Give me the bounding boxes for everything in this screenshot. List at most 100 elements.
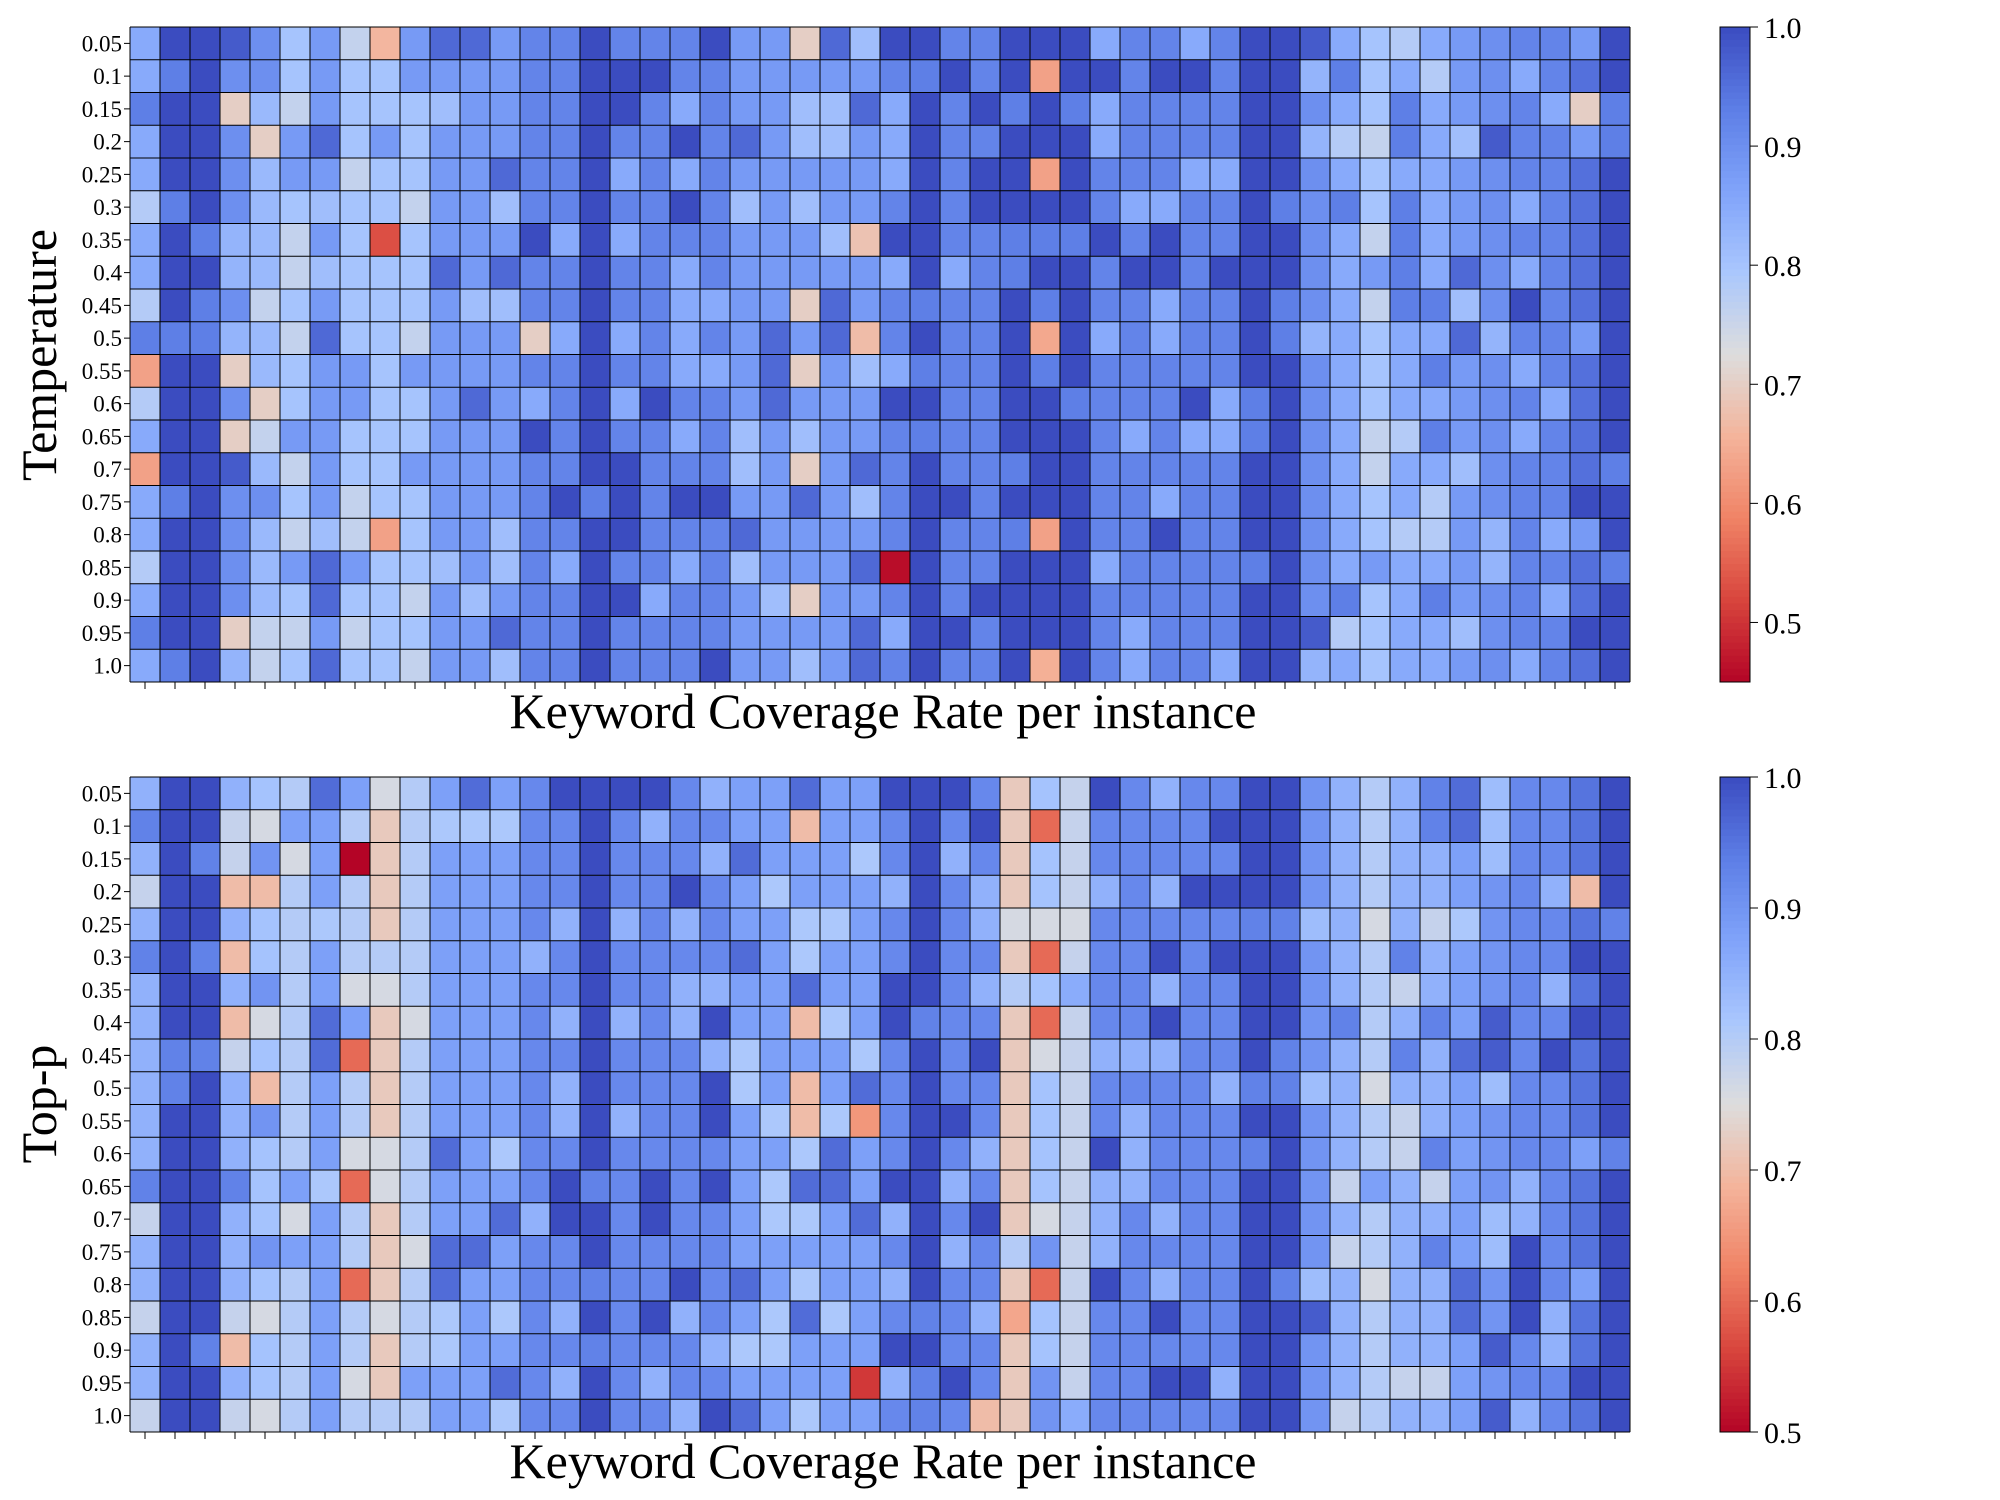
heatmap-cell — [850, 1333, 881, 1367]
heatmap-cell — [1510, 485, 1541, 519]
heatmap-cell — [1030, 1170, 1061, 1204]
colorbar-segment — [1720, 1366, 1750, 1374]
heatmap-cell — [370, 616, 401, 650]
heatmap-cell — [160, 875, 191, 909]
heatmap-cell — [370, 649, 401, 683]
heatmap-cell — [190, 452, 221, 486]
y-tick-label: 0.85 — [82, 1305, 122, 1330]
heatmap-cell — [1570, 1039, 1601, 1073]
heatmap-cell — [760, 940, 791, 974]
heatmap-cell — [940, 973, 971, 1007]
heatmap-cell — [1000, 842, 1031, 876]
heatmap-cell — [1150, 1104, 1181, 1138]
heatmap-cell — [1300, 420, 1331, 454]
heatmap-cell — [430, 777, 461, 811]
colorbar-tick-label: 1.0 — [1764, 12, 1802, 45]
heatmap-cell — [850, 908, 881, 942]
heatmap-cell — [1360, 27, 1391, 61]
heatmap-cell — [1450, 583, 1481, 617]
heatmap-cell — [1120, 1301, 1151, 1335]
colorbar-segment — [1720, 328, 1750, 336]
heatmap-cell — [730, 1137, 761, 1171]
heatmap-cell — [340, 158, 371, 192]
heatmap-cell — [670, 125, 701, 159]
heatmap-cell — [400, 616, 431, 650]
heatmap-cell — [610, 616, 641, 650]
heatmap-cell — [1510, 777, 1541, 811]
heatmap-cell — [220, 59, 251, 93]
heatmap-cell — [1390, 420, 1421, 454]
heatmap-cell — [490, 190, 521, 224]
heatmap-cell — [1240, 1170, 1271, 1204]
heatmap-cell — [1000, 1006, 1031, 1040]
colorbar-segment — [1720, 796, 1750, 804]
heatmap-cell — [1360, 908, 1391, 942]
heatmap-cell — [400, 1399, 431, 1433]
heatmap-cell — [310, 158, 341, 192]
heatmap-cell — [520, 908, 551, 942]
heatmap-cell — [190, 1104, 221, 1138]
colorbar-segment — [1720, 1052, 1750, 1060]
heatmap-cell — [1210, 1235, 1241, 1269]
heatmap-cell — [1360, 973, 1391, 1007]
heatmap-cell — [1030, 649, 1061, 683]
colorbar-segment — [1720, 177, 1750, 185]
colorbar-segment — [1720, 531, 1750, 539]
colorbar-segment — [1720, 354, 1750, 362]
heatmap-cell — [250, 1137, 281, 1171]
heatmap-cell — [700, 1202, 731, 1236]
heatmap-cell — [550, 1333, 581, 1367]
heatmap-cell — [640, 1170, 671, 1204]
heatmap-cell — [1540, 1333, 1571, 1367]
heatmap-cell — [520, 27, 551, 61]
colorbar-segment — [1720, 544, 1750, 552]
heatmap-cell — [1150, 452, 1181, 486]
colorbar-segment — [1720, 862, 1750, 870]
heatmap-cell — [1540, 1006, 1571, 1040]
heatmap-cell — [490, 1104, 521, 1138]
heatmap-cell — [1030, 616, 1061, 650]
heatmap-cell — [430, 223, 461, 257]
colorbar-segment — [1720, 783, 1750, 791]
heatmap-cell — [700, 842, 731, 876]
heatmap-cell — [1360, 583, 1391, 617]
heatmap-cell — [1510, 583, 1541, 617]
heatmap-cell — [190, 842, 221, 876]
heatmap-cell — [430, 420, 461, 454]
heatmap-cell — [1240, 1006, 1271, 1040]
heatmap-cell — [1390, 973, 1421, 1007]
heatmap-cell — [1180, 875, 1211, 909]
heatmap-cell — [1510, 420, 1541, 454]
heatmap-cell — [820, 420, 851, 454]
heatmap-cell — [460, 1006, 491, 1040]
heatmap-cell — [310, 1104, 341, 1138]
heatmap-cell — [1090, 777, 1121, 811]
heatmap-cell — [190, 1137, 221, 1171]
heatmap-cell — [1120, 1137, 1151, 1171]
heatmap-cell — [610, 908, 641, 942]
heatmap-cell — [1450, 92, 1481, 126]
heatmap-cell — [1360, 1268, 1391, 1302]
heatmap-cell — [670, 354, 701, 388]
heatmap-cell — [1000, 354, 1031, 388]
heatmap-cell — [820, 908, 851, 942]
y-tick-label: 0.05 — [82, 781, 122, 806]
y-tick-label: 0.85 — [82, 555, 122, 580]
heatmap-cell — [940, 1399, 971, 1433]
heatmap-cell — [520, 1170, 551, 1204]
heatmap-cell — [880, 92, 911, 126]
heatmap-cell — [790, 27, 821, 61]
heatmap-cell — [1240, 1039, 1271, 1073]
heatmap-cell — [1210, 649, 1241, 683]
heatmap-cell — [580, 1039, 611, 1073]
colorbar-segment — [1720, 1320, 1750, 1328]
colorbar-segment — [1720, 590, 1750, 598]
heatmap-cell — [160, 649, 191, 683]
heatmap-cell — [580, 387, 611, 421]
heatmap-cell — [1420, 1039, 1451, 1073]
heatmap-cell — [1330, 551, 1361, 585]
heatmap-cell — [1090, 289, 1121, 323]
heatmap-cell — [1330, 583, 1361, 617]
heatmap-cell — [190, 27, 221, 61]
heatmap-cell — [1210, 1071, 1241, 1105]
